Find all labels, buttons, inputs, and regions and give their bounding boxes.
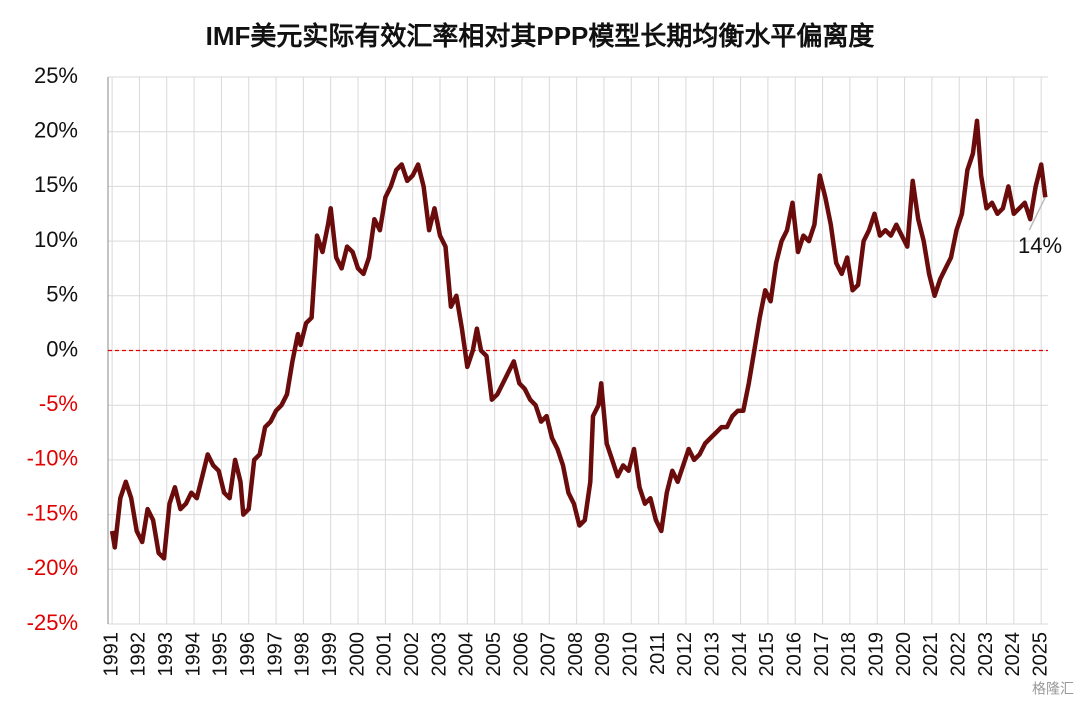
x-tick-label: 2006	[510, 632, 532, 677]
x-tick-label: 2009	[592, 632, 614, 677]
y-tick-label: -15%	[27, 500, 78, 525]
y-tick-label: -10%	[27, 446, 78, 471]
x-tick-label: 2014	[729, 632, 751, 677]
y-tick-label: -5%	[39, 391, 78, 416]
x-tick-label: 1997	[264, 632, 286, 677]
watermark: 格隆汇	[1032, 681, 1074, 697]
annotation: 14%	[1018, 233, 1062, 258]
x-tick-label: 2001	[374, 632, 396, 677]
x-tick-label: 2025	[1029, 632, 1051, 677]
x-tick-label: 2003	[428, 632, 450, 677]
x-tick-label: 2005	[483, 632, 505, 677]
y-tick-label: 10%	[34, 227, 78, 252]
x-tick-label: 2017	[811, 632, 833, 677]
x-tick-label: 1998	[292, 632, 314, 677]
x-tick-label: 2019	[865, 632, 887, 677]
x-tick-label: 2018	[838, 632, 860, 677]
x-tick-label: 1995	[210, 632, 232, 677]
x-tick-label: 2013	[702, 632, 724, 677]
x-tick-label: 2023	[975, 632, 997, 677]
y-tick-label: -20%	[27, 555, 78, 580]
x-tick-label: 1991	[100, 632, 122, 677]
y-tick-label: 0%	[46, 336, 78, 361]
x-tick-label: 2016	[784, 632, 806, 677]
annotation-leader	[1028, 197, 1046, 231]
x-tick-label: 1996	[237, 632, 259, 677]
x-tick-label: 2021	[920, 632, 942, 677]
x-tick-label: 1993	[155, 632, 177, 677]
x-tick-label: 1994	[182, 632, 204, 677]
x-tick-label: 2020	[893, 632, 915, 677]
x-tick-label: 2022	[947, 632, 969, 677]
x-tick-label: 2015	[756, 632, 778, 677]
x-tick-label: 1999	[319, 632, 341, 677]
x-tick-label: 2024	[1002, 632, 1024, 677]
y-tick-label: 20%	[34, 118, 78, 143]
x-tick-label: 2012	[674, 632, 696, 677]
x-tick-label: 2008	[565, 632, 587, 677]
x-tick-label: 2011	[647, 632, 669, 675]
y-tick-label: -25%	[27, 610, 78, 635]
x-tick-label: 2002	[401, 632, 423, 677]
x-tick-label: 2004	[456, 632, 478, 677]
y-tick-label: 15%	[34, 172, 78, 197]
chart-title: IMF美元实际有效汇率相对其PPP模型长期均衡水平偏离度	[206, 21, 875, 51]
x-tick-label: 1992	[128, 632, 150, 677]
line-series	[109, 118, 1048, 561]
x-tick-label: 2010	[620, 632, 642, 677]
x-tick-label: 2000	[346, 632, 368, 677]
x-tick-label: 2007	[538, 632, 560, 677]
y-tick-label: 25%	[34, 63, 78, 88]
y-tick-label: 5%	[46, 282, 78, 307]
